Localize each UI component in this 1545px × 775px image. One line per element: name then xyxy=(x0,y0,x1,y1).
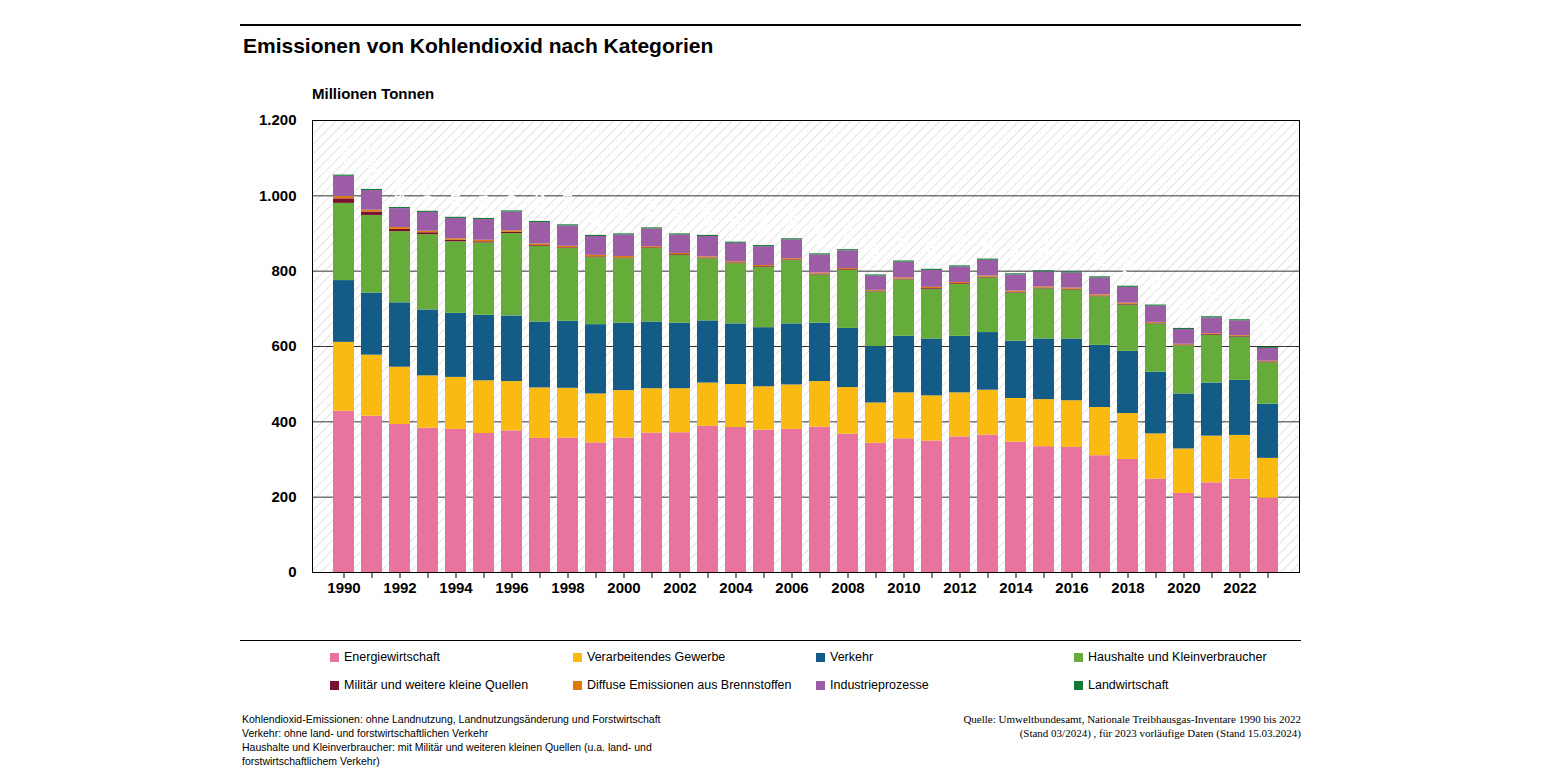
svg-text:0: 0 xyxy=(288,563,296,580)
html-text:Militär und weitere kleine Que: Militär und weitere kleine Quellen xyxy=(344,678,529,692)
html-text:Diffuse Emissionen aus Brennst: Diffuse Emissionen aus Brennstoffen xyxy=(587,678,792,692)
svg-text:1.000: 1.000 xyxy=(259,187,297,204)
svg-text:1990: 1990 xyxy=(327,579,360,596)
svg-text:2006: 2006 xyxy=(775,579,808,596)
svg-text:1.200: 1.200 xyxy=(259,111,297,128)
svg-text:1996: 1996 xyxy=(495,579,528,596)
svg-text:857: 857 xyxy=(840,218,855,241)
svg-text:2004: 2004 xyxy=(719,579,753,596)
html-text:Millionen Tonnen: Millionen Tonnen xyxy=(312,85,435,102)
svg-text:2020: 2020 xyxy=(1167,579,1200,596)
svg-text:793: 793 xyxy=(1008,242,1023,265)
svg-text:805: 805 xyxy=(924,237,939,260)
svg-text:760: 760 xyxy=(1120,255,1135,278)
svg-text:868: 868 xyxy=(756,214,771,237)
svg-text:2014: 2014 xyxy=(999,579,1033,596)
svg-text:1.017: 1.017 xyxy=(364,147,379,181)
svg-text:969: 969 xyxy=(392,176,407,199)
svg-text:1998: 1998 xyxy=(551,579,584,596)
svg-text:710: 710 xyxy=(1148,274,1163,297)
svg-text:648: 648 xyxy=(1176,296,1191,319)
svg-text:899: 899 xyxy=(672,202,687,225)
html-text:Emissionen von Kohlendioxid na: Emissionen von Kohlendioxid nach Kategor… xyxy=(243,34,714,57)
svg-text:846: 846 xyxy=(812,222,827,245)
svg-text:2010: 2010 xyxy=(887,579,920,596)
svg-text:814: 814 xyxy=(952,234,967,257)
svg-text:940: 940 xyxy=(476,187,491,210)
svg-text:943: 943 xyxy=(448,185,463,208)
svg-text:2022: 2022 xyxy=(1223,579,1256,596)
svg-text:895: 895 xyxy=(700,203,715,226)
svg-text:801: 801 xyxy=(1036,239,1051,262)
html-text:Energiewirtschaft: Energiewirtschaft xyxy=(344,650,440,664)
svg-text:932: 932 xyxy=(532,190,547,213)
html-text:Quelle: Umweltbundesamt, Natio: Quelle: Umweltbundesamt, Nationale Treib… xyxy=(963,713,1301,739)
svg-text:832: 832 xyxy=(980,228,995,251)
svg-text:679: 679 xyxy=(1204,285,1219,308)
svg-text:915: 915 xyxy=(644,196,659,219)
svg-text:798: 798 xyxy=(1064,240,1079,263)
svg-text:200: 200 xyxy=(271,488,296,505)
svg-text:877: 877 xyxy=(728,211,743,234)
svg-text:600: 600 xyxy=(271,337,296,354)
svg-text:960: 960 xyxy=(504,179,519,202)
html-text:Verkehr: ohne land- und forstw: Verkehr: ohne land- und forstwirtschaftl… xyxy=(242,727,489,739)
svg-text:2002: 2002 xyxy=(663,579,696,596)
html-text:Haushalte und Kleinverbraucher: Haushalte und Kleinverbraucher xyxy=(1088,650,1267,664)
html-text:Verkehr: Verkehr xyxy=(830,650,874,664)
svg-text:827: 827 xyxy=(896,229,911,252)
html-text:Kohlendioxid-Emissionen: ohne: Kohlendioxid-Emissionen: ohne Landnutzun… xyxy=(242,713,661,725)
svg-text:800: 800 xyxy=(271,262,296,279)
html-text:Haushalte und Kleinverbraucher: Haushalte und Kleinverbraucher: mit Mili… xyxy=(242,741,652,767)
svg-text:895: 895 xyxy=(588,203,603,226)
svg-text:671: 671 xyxy=(1232,288,1247,311)
svg-text:790: 790 xyxy=(868,243,883,266)
svg-text:886: 886 xyxy=(784,207,799,230)
svg-text:1994: 1994 xyxy=(439,579,473,596)
svg-text:598: 598 xyxy=(1260,315,1275,338)
html-text:Verarbeitendes Gewerbe: Verarbeitendes Gewerbe xyxy=(587,650,726,664)
svg-text:785: 785 xyxy=(1092,245,1107,268)
html-text:Landwirtschaft: Landwirtschaft xyxy=(1088,678,1169,692)
svg-text:2000: 2000 xyxy=(607,579,640,596)
svg-text:899: 899 xyxy=(616,202,631,225)
svg-text:959: 959 xyxy=(420,180,435,203)
svg-text:1992: 1992 xyxy=(383,579,416,596)
svg-text:400: 400 xyxy=(271,413,296,430)
svg-text:2008: 2008 xyxy=(831,579,864,596)
svg-text:2016: 2016 xyxy=(1055,579,1088,596)
svg-text:923: 923 xyxy=(560,193,575,216)
svg-text:1.055: 1.055 xyxy=(336,132,351,166)
svg-text:2012: 2012 xyxy=(943,579,976,596)
html-text:Industrieprozesse: Industrieprozesse xyxy=(830,678,929,692)
svg-text:2018: 2018 xyxy=(1111,579,1144,596)
